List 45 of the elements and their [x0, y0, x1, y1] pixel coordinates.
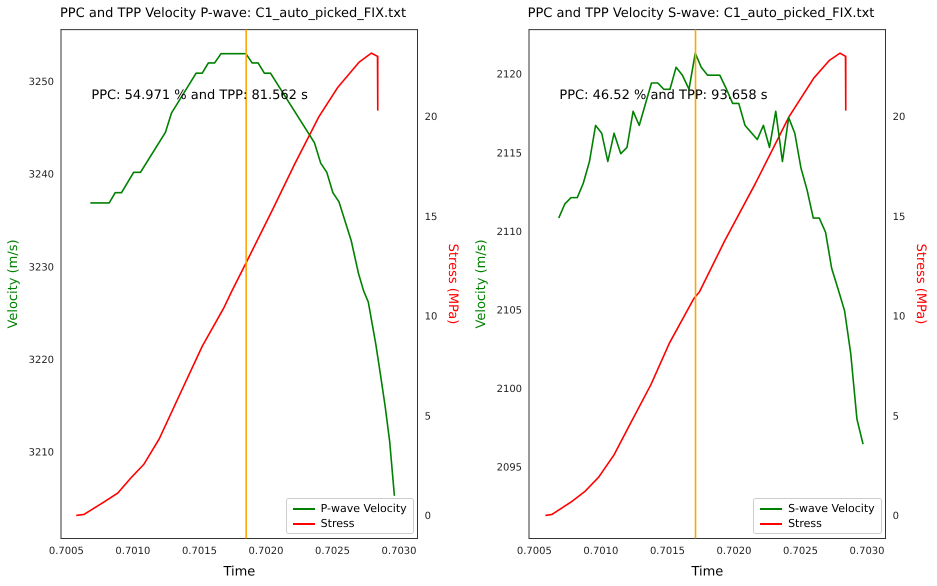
y2-axis-title: Stress (MPa): [912, 244, 928, 324]
x-tick-label: 0.7015: [650, 546, 685, 557]
y2-tick-label: 10: [892, 312, 906, 323]
y-axis-title: Velocity (m/s): [6, 239, 22, 329]
x-tick-label: 0.7005: [516, 546, 552, 557]
y2-tick-label: 20: [892, 112, 906, 123]
x-tick-label: 0.7020: [716, 546, 752, 557]
y-tick-label: 2105: [496, 305, 522, 316]
y-axis-title: Velocity (m/s): [474, 239, 490, 329]
y-tick-label: 2120: [496, 70, 522, 81]
y-tick-label: 2100: [496, 384, 522, 395]
y2-tick-label: 15: [424, 212, 438, 223]
y2-axis-title: Stress (MPa): [444, 244, 460, 324]
x-tick-label: 0.7025: [315, 546, 350, 557]
y2-tick-label: 5: [892, 411, 900, 422]
legend-label: S-wave Velocity: [788, 501, 875, 516]
x-axis-title: Time: [222, 564, 256, 580]
y2-tick-label: 10: [424, 312, 438, 323]
y-tick-label: 3210: [28, 448, 54, 459]
chart-title: PPC and TPP Velocity S-wave: C1_auto_picked_FIX.txt: [528, 6, 874, 22]
x-tick-label: 0.7030: [850, 546, 885, 557]
y-tick-label: 2115: [496, 148, 522, 160]
y-tick-label: 2110: [496, 226, 522, 238]
x-tick-label: 0.7025: [783, 546, 818, 557]
y-tick-label: 3220: [28, 355, 54, 366]
y2-tick-label: 0: [424, 511, 432, 522]
x-tick-label: 0.7030: [382, 546, 417, 557]
legend-label: Stress: [320, 516, 354, 532]
legend-label: P-wave Velocity: [320, 501, 407, 516]
chart-title: PPC and TPP Velocity P-wave: C1_auto_picked_FIX.txt: [60, 6, 406, 22]
y-tick-label: 3240: [28, 170, 54, 181]
x-tick-label: 0.7010: [583, 546, 618, 557]
y-tick-label: 2095: [496, 462, 522, 474]
y2-tick-label: 20: [424, 112, 438, 123]
x-tick-label: 0.7010: [115, 546, 150, 557]
y2-tick-label: 5: [424, 411, 432, 422]
x-tick-label: 0.7005: [48, 546, 84, 557]
x-axis-title: Time: [690, 564, 724, 580]
x-tick-label: 0.7020: [248, 546, 284, 557]
x-tick-label: 0.7015: [182, 546, 217, 557]
y2-tick-label: 15: [892, 212, 906, 223]
y2-tick-label: 0: [892, 511, 900, 522]
y-tick-label: 3230: [28, 262, 54, 274]
y-tick-label: 3250: [28, 77, 54, 88]
legend-label: Stress: [788, 516, 822, 532]
